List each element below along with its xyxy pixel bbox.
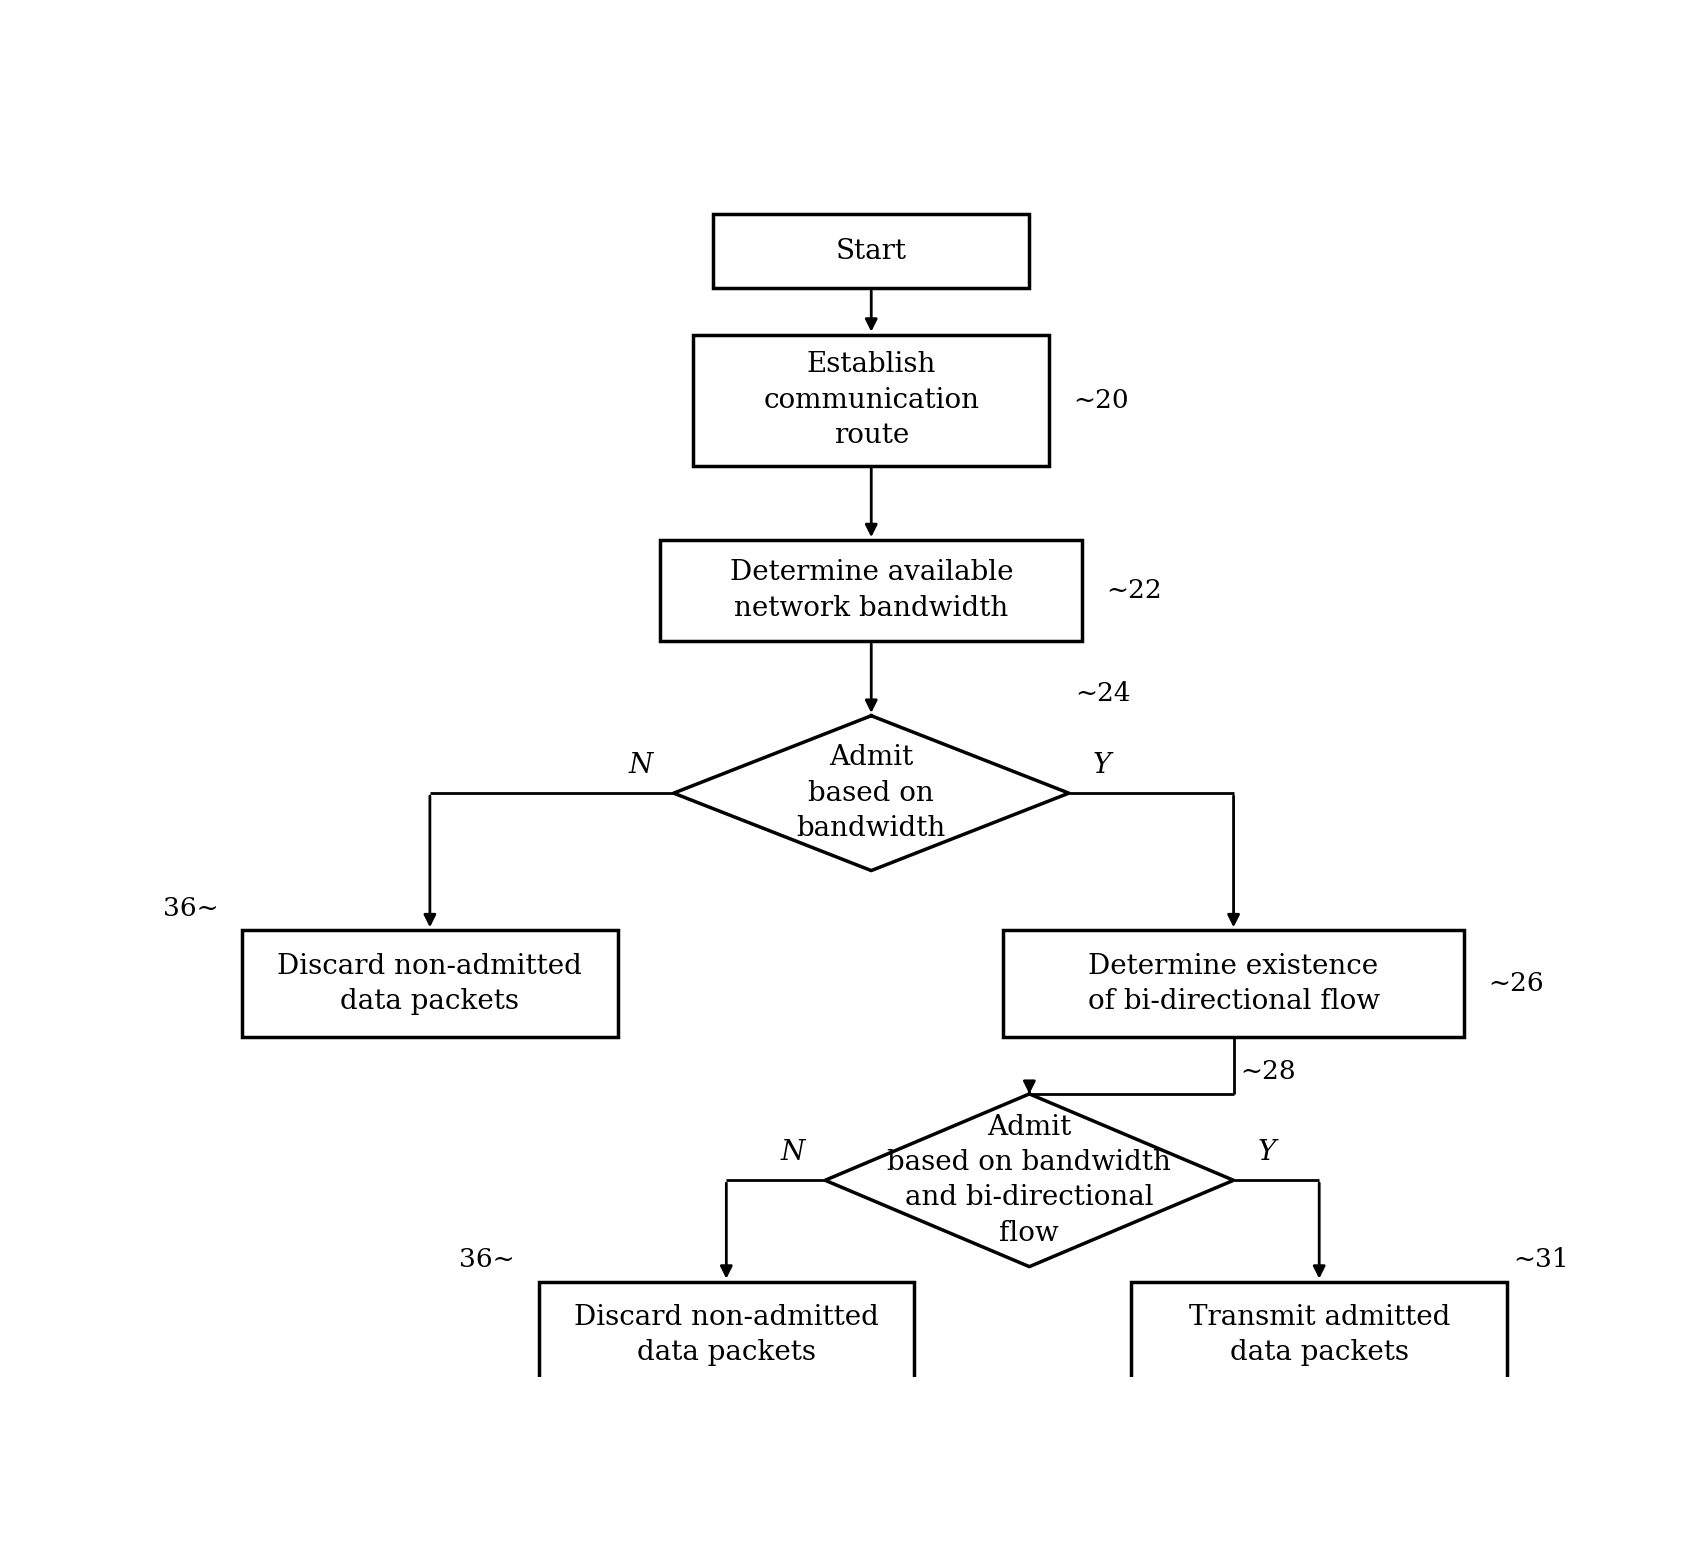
Text: Admit
based on bandwidth
and bi-directional
flow: Admit based on bandwidth and bi-directio…	[887, 1114, 1171, 1247]
Text: ~20: ~20	[1073, 388, 1129, 413]
Text: Discard non-admitted
data packets: Discard non-admitted data packets	[277, 953, 583, 1015]
FancyBboxPatch shape	[539, 1281, 915, 1389]
Text: N: N	[629, 752, 653, 778]
Text: ~24: ~24	[1076, 681, 1130, 705]
Text: Admit
based on
bandwidth: Admit based on bandwidth	[797, 744, 945, 842]
Polygon shape	[824, 1094, 1234, 1267]
Text: Determine available
network bandwidth: Determine available network bandwidth	[729, 560, 1013, 622]
Text: N: N	[780, 1139, 804, 1166]
FancyBboxPatch shape	[694, 334, 1049, 466]
Text: 36~: 36~	[163, 896, 218, 920]
FancyBboxPatch shape	[660, 540, 1081, 642]
Text: ~28: ~28	[1241, 1060, 1295, 1084]
Text: Start: Start	[836, 238, 906, 265]
Text: ~22: ~22	[1105, 579, 1161, 603]
Text: Y: Y	[1093, 752, 1112, 778]
FancyBboxPatch shape	[1003, 930, 1464, 1038]
Text: Determine existence
of bi-directional flow: Determine existence of bi-directional fl…	[1088, 953, 1380, 1015]
Text: Establish
communication
route: Establish communication route	[763, 351, 979, 449]
Text: Discard non-admitted
data packets: Discard non-admitted data packets	[575, 1304, 879, 1366]
Polygon shape	[673, 716, 1069, 871]
Text: Y: Y	[1258, 1139, 1275, 1166]
FancyBboxPatch shape	[241, 930, 617, 1038]
Text: ~26: ~26	[1488, 972, 1544, 996]
FancyBboxPatch shape	[1132, 1281, 1506, 1389]
Text: ~31: ~31	[1513, 1247, 1569, 1272]
Text: Transmit admitted
data packets: Transmit admitted data packets	[1188, 1304, 1450, 1366]
Text: 36~: 36~	[459, 1247, 515, 1272]
FancyBboxPatch shape	[714, 213, 1028, 288]
